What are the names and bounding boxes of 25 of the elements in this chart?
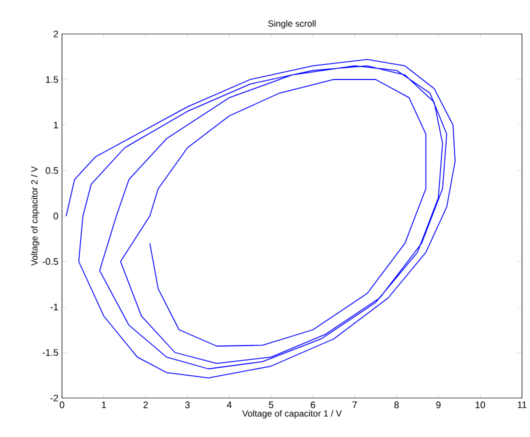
y-tick-label: 2	[54, 30, 58, 38]
x-tick-label: 4	[226, 402, 232, 408]
y-axis-title: Voltage of capacitor 2 / V	[30, 166, 40, 266]
y-tick-label: -2	[50, 394, 58, 402]
x-tick-label: 11	[518, 402, 526, 408]
line-series	[66, 59, 456, 378]
x-tick-label: 10	[476, 402, 486, 408]
x-tick-label: 3	[185, 402, 190, 408]
chart-title: Single scroll	[268, 20, 316, 28]
y-tick-label: 1	[54, 122, 58, 128]
y-tick-label: -0.5	[42, 258, 58, 265]
y-tick-label: -1	[50, 304, 58, 310]
x-tick-label: 2	[143, 402, 148, 408]
x-tick-label: 7	[352, 402, 357, 408]
x-tick-label: 8	[394, 402, 399, 408]
x-tick-label: 9	[436, 402, 441, 408]
x-axis-title: Voltage of capacitor 1 / V	[242, 410, 342, 418]
y-tick-label: 1.5	[46, 76, 58, 83]
y-tick-label: 0.5	[46, 167, 58, 174]
x-tick-label: 1	[102, 402, 106, 408]
y-tick-label: -1.5	[42, 349, 58, 356]
x-tick-label: 0	[60, 402, 64, 408]
y-tick-label: 0	[54, 212, 58, 220]
x-tick-label: 5	[268, 402, 274, 408]
x-tick-label: 6	[310, 402, 316, 408]
